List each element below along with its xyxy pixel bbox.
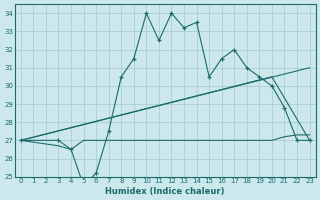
X-axis label: Humidex (Indice chaleur): Humidex (Indice chaleur) (106, 187, 225, 196)
